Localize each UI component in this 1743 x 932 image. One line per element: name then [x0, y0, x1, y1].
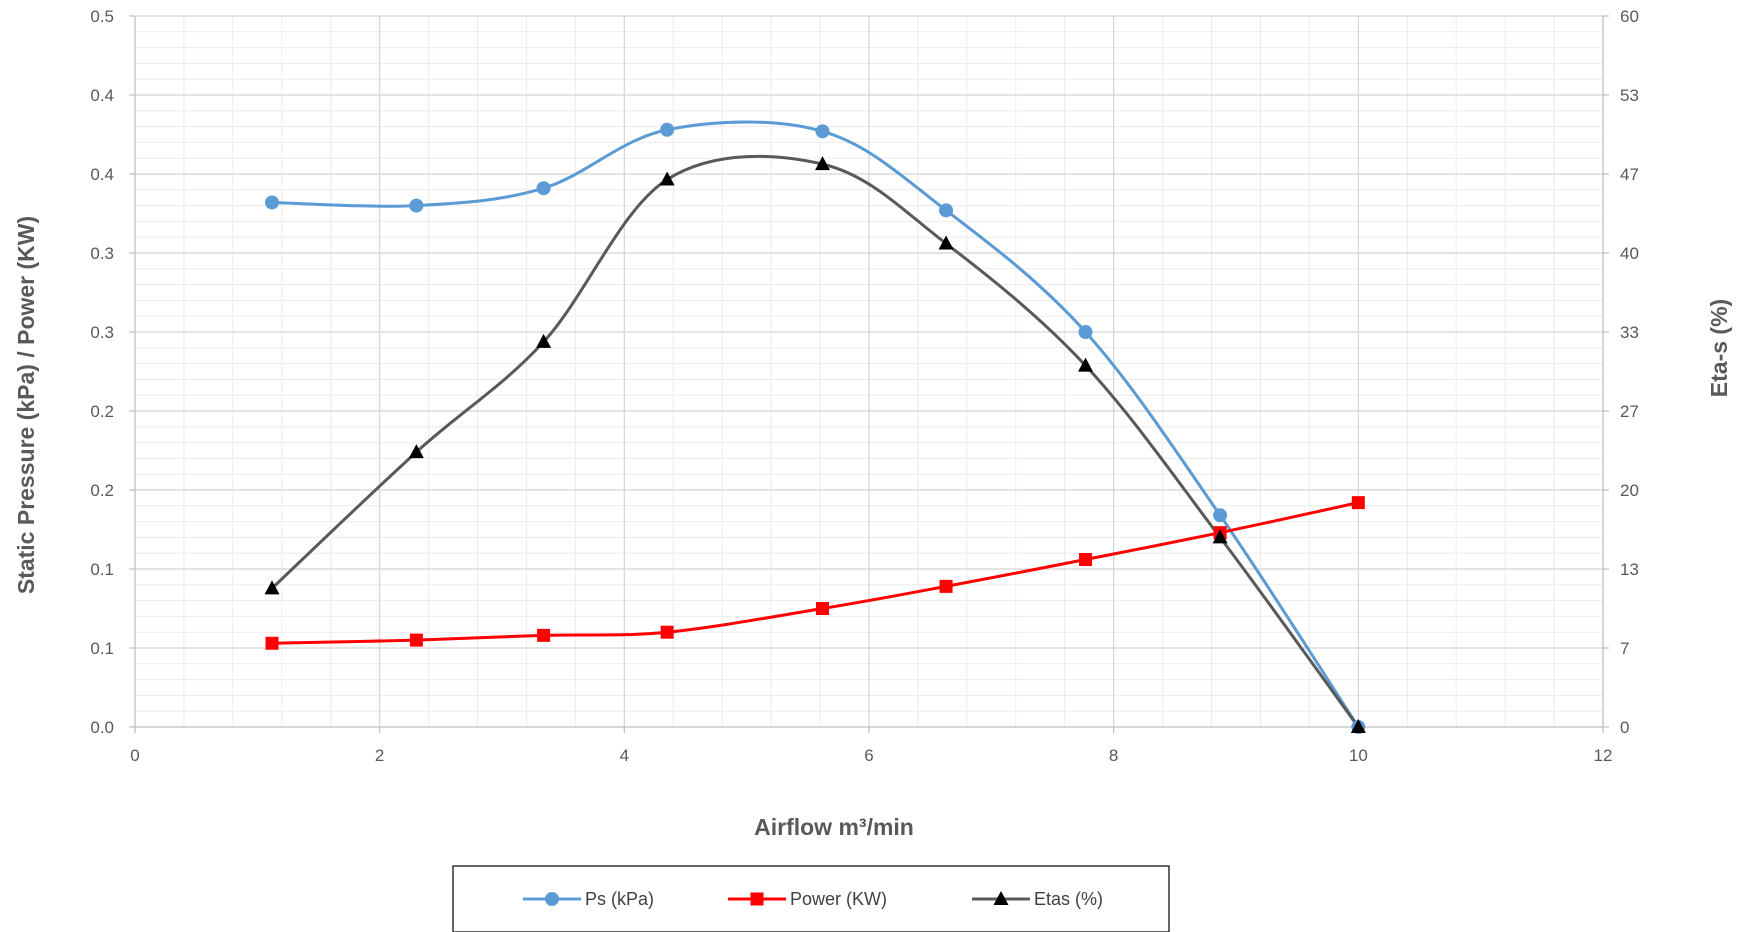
x-tick-label: 8: [1109, 746, 1118, 765]
y2-tick-label: 27: [1620, 402, 1639, 421]
y-tick-label: 0.1: [90, 639, 114, 658]
data-point-power-kw: [265, 636, 279, 650]
data-point-power-kw: [939, 579, 953, 593]
y-axis-title: Static Pressure (kPa) / Power (KW): [13, 216, 39, 594]
data-point-ps-kpa: [265, 195, 280, 210]
data-point-ps-kpa: [409, 198, 424, 213]
y-tick-label: 0.3: [90, 323, 114, 342]
y-tick-label: 0.3: [90, 244, 114, 263]
legend-label-etas: Etas (%): [1034, 889, 1103, 909]
y2-tick-label: 53: [1620, 86, 1639, 105]
data-point-ps-kpa: [815, 124, 830, 139]
y2-tick-label: 60: [1620, 7, 1639, 26]
legend-marker-etas: [993, 891, 1009, 905]
data-point-ps-kpa: [1213, 508, 1228, 523]
data-point-power-kw: [409, 633, 423, 647]
data-point-power-kw: [660, 625, 674, 639]
y2-tick-label: 40: [1620, 244, 1639, 263]
data-point-power-kw: [1079, 553, 1093, 567]
legend: Ps (kPa) Power (KW) Etas (%): [452, 865, 1170, 932]
y-tick-label: 0.4: [90, 165, 114, 184]
x-tick-label: 4: [620, 746, 629, 765]
legend-item-power-kw: Power (KW): [728, 889, 887, 909]
major-gridlines: [135, 15, 1603, 727]
data-point-etas: [536, 333, 552, 348]
series-line-ps-kpa: [270, 120, 1360, 729]
data-point-power-kw: [816, 602, 830, 615]
y2-tick-label: 47: [1620, 165, 1639, 184]
y2-tick-label: 33: [1620, 323, 1639, 342]
y2-tick-label: 7: [1620, 639, 1629, 658]
data-point-etas: [264, 580, 280, 595]
legend-label-power-kw: Power (KW): [790, 889, 887, 909]
y2-axis-title: Eta-s (%): [1706, 299, 1732, 397]
series-line-power-kw: [270, 501, 1360, 645]
data-point-etas: [1212, 529, 1228, 544]
data-point-etas: [1078, 357, 1094, 372]
x-tick-label: 0: [130, 746, 139, 765]
y-tick-label: 0.4: [90, 86, 114, 105]
data-point-power-kw: [1351, 496, 1365, 510]
y2-tick-label: 0: [1620, 718, 1629, 737]
data-point-etas: [408, 444, 424, 459]
x-tick-label: 6: [864, 746, 873, 765]
y-tick-labels: 0.0 0.1 0.1 0.2 0.2 0.3 0.3 0.4 0.4 0.5: [90, 7, 114, 737]
y2-tick-label: 20: [1620, 481, 1639, 500]
legend-label-ps-kpa: Ps (kPa): [585, 889, 654, 909]
data-point-ps-kpa: [939, 203, 954, 218]
data-point-ps-kpa: [660, 122, 675, 137]
x-tick-label: 2: [375, 746, 384, 765]
y-tick-label: 0.2: [90, 481, 114, 500]
y-tick-label: 0.1: [90, 560, 114, 579]
data-point-etas: [659, 171, 675, 186]
y2-tick-label: 13: [1620, 560, 1639, 579]
data-point-etas: [938, 235, 954, 250]
x-tick-label: 12: [1594, 746, 1613, 765]
x-tick-label: 10: [1349, 746, 1368, 765]
legend-item-etas: Etas (%): [972, 889, 1103, 909]
y-tick-label: 0.5: [90, 7, 114, 26]
legend-marker-power-kw: [750, 892, 764, 906]
legend-marker-ps-kpa: [545, 892, 559, 906]
data-point-etas: [815, 156, 831, 171]
y-tick-label: 0.0: [90, 718, 114, 737]
data-point-etas: [1350, 719, 1366, 733]
x-axis-title: Airflow m³/min: [754, 814, 914, 840]
y2-tick-labels: 0 7 13 20 27 33 40 47 53 60: [1620, 7, 1639, 737]
legend-item-ps-kpa: Ps (kPa): [523, 889, 654, 909]
series-markers: [264, 122, 1366, 734]
series-line-etas: [270, 154, 1360, 729]
x-tick-labels: 0 2 4 6 8 10 12: [130, 746, 1612, 765]
series-lines: [270, 120, 1360, 729]
data-point-ps-kpa: [536, 181, 551, 196]
data-point-ps-kpa: [1078, 325, 1093, 339]
y-tick-label: 0.2: [90, 402, 114, 421]
data-point-power-kw: [537, 628, 551, 642]
